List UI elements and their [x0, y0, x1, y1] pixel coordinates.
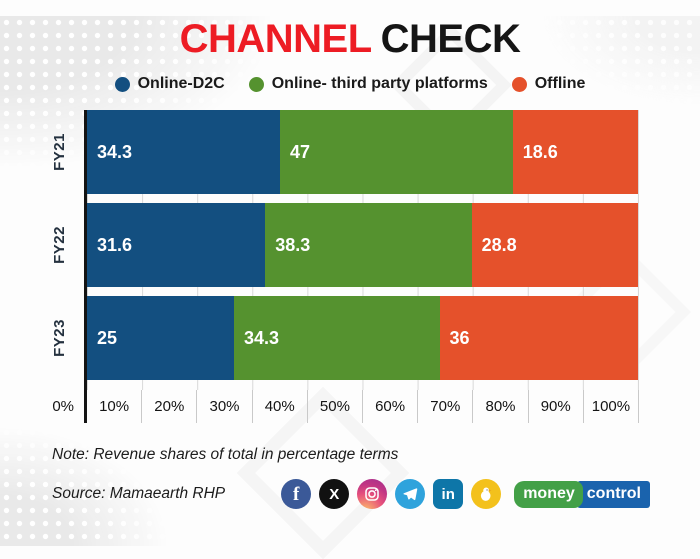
bar-value-label: 18.6 [522, 141, 558, 162]
bar-segment: 36 [439, 296, 638, 380]
legend-dot-icon [248, 76, 264, 92]
bar-segment: 34.3 [87, 110, 280, 194]
chart-legend: Online-D2C Online- third party platforms O… [0, 71, 700, 97]
legend-dot-icon [114, 76, 130, 92]
x-tick-label: 50% [308, 390, 364, 423]
x-tick-label: 80% [473, 390, 529, 423]
x-axis: 0% 10% 20% 30% 40% 50% 60% 70% 80% 90% 100% [52, 390, 640, 423]
x-tick-label: 20% [142, 390, 198, 423]
social-icons: f X in money control [281, 479, 650, 509]
x-tick-label: 100% [584, 390, 640, 423]
x-icon[interactable]: X [319, 479, 350, 509]
page-title: CHANNEL CHECK [0, 16, 700, 62]
bar-value-label: 36 [449, 327, 470, 348]
bar-row-fy22: FY22 31.6 38.3 28.8 [51, 203, 638, 287]
chart: FY21 34.3 47 18.6 FY22 31.6 38.3 28.8 FY23 25 34.3… [51, 110, 640, 423]
legend-label: Offline [534, 75, 586, 92]
bar-row-fy21: FY21 34.3 47 18.6 [51, 110, 638, 194]
bar-segment: 31.6 [87, 203, 266, 287]
bar-segment: 18.6 [512, 110, 638, 194]
category-label: FY22 [51, 226, 68, 264]
telegram-icon[interactable] [395, 479, 426, 509]
x-tick-label: 10% [87, 390, 143, 423]
bar-value-label: 38.3 [275, 234, 311, 255]
title-rest: CHECK [380, 17, 521, 61]
bar-segment: 47 [279, 110, 513, 194]
legend-label: Online-D2C [137, 75, 225, 92]
chart-note: Note: Revenue shares of total in percent… [52, 446, 399, 463]
legend-label: Online- third party platforms [271, 75, 488, 92]
source-text: Source: Mamaearth RHP [52, 485, 226, 502]
x-tick-label-zero: 0% [52, 398, 74, 415]
instagram-icon[interactable] [357, 479, 388, 509]
x-tick-label: 40% [253, 390, 308, 423]
linkedin-icon[interactable]: in [433, 479, 464, 509]
bar-value-label: 34.3 [97, 141, 133, 162]
bar-segment: 38.3 [265, 203, 472, 287]
bar-segment: 28.8 [471, 203, 638, 287]
moneycontrol-logo-money: money [514, 480, 583, 508]
bar-value-label: 28.8 [481, 234, 517, 255]
bar-row-fy23: FY23 25 34.3 36 [51, 296, 638, 380]
moneycontrol-logo[interactable]: money control [514, 480, 650, 508]
x-tick-label: 90% [529, 390, 584, 423]
moneycontrol-logo-control: control [576, 480, 650, 508]
bar-value-label: 47 [289, 141, 311, 162]
legend-dot-icon [511, 76, 527, 92]
legend-item: Offline [511, 75, 586, 93]
bar-value-label: 31.6 [97, 234, 133, 255]
x-tick-label: 30% [197, 390, 253, 423]
category-label: FY23 [51, 319, 68, 357]
legend-item: Online-D2C [114, 75, 225, 93]
koo-icon[interactable] [471, 479, 502, 509]
x-tick-label: 70% [418, 390, 474, 423]
footer: Source: Mamaearth RHP f X in m [52, 479, 650, 509]
legend-item: Online- third party platforms [248, 75, 488, 93]
x-tick-label: 60% [363, 390, 419, 423]
plot-area: FY21 34.3 47 18.6 FY22 31.6 38.3 28.8 FY23 25 34.3… [51, 110, 639, 390]
bar-segment: 25 [87, 296, 234, 380]
facebook-icon[interactable]: f [281, 479, 312, 509]
category-label: FY21 [51, 133, 68, 171]
bar-value-label: 34.3 [244, 327, 280, 348]
bar-value-label: 25 [97, 327, 118, 348]
title-accent: CHANNEL [179, 17, 373, 61]
y-axis-line [84, 110, 87, 423]
bar-segment: 34.3 [234, 296, 440, 380]
